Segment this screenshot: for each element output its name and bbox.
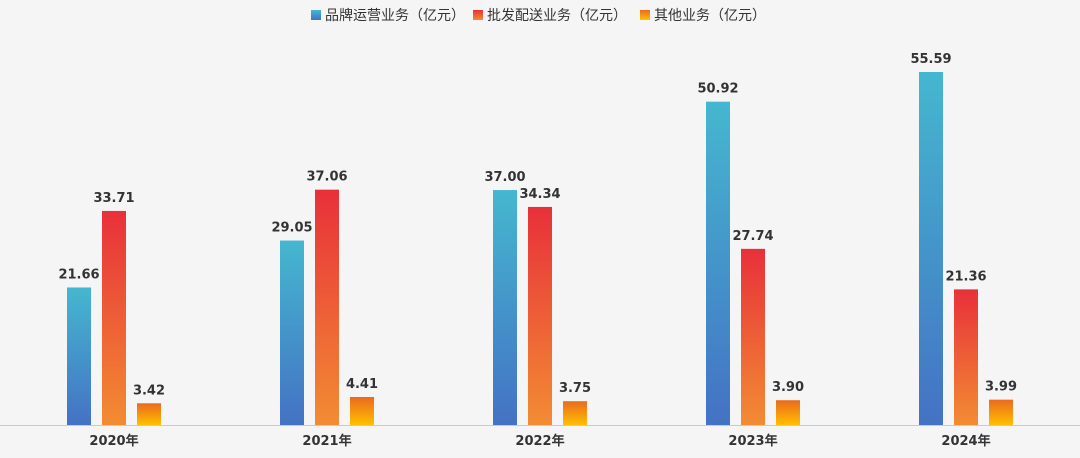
data-label-3-4: 3.90 — [772, 380, 804, 395]
data-label-1-2: 29.05 — [271, 221, 312, 236]
data-label-2-5: 21.36 — [945, 269, 986, 284]
bar-1-5 — [919, 72, 943, 425]
data-label-1-3: 37.00 — [484, 170, 525, 185]
data-label-3-2: 4.41 — [346, 377, 378, 392]
x-axis-tick-labels: 2020年 2021年 2022年 2023年 2024年 — [89, 433, 990, 449]
bar-2-2 — [315, 189, 339, 425]
bar-3-3 — [563, 401, 587, 425]
legend-label-2: 批发配送业务（亿元） — [487, 8, 627, 24]
data-label-3-5: 3.99 — [985, 380, 1017, 395]
x-tick-label-5: 2024年 — [941, 433, 990, 449]
x-tick-label-2: 2021年 — [302, 433, 351, 449]
data-labels: 21.66 33.71 3.42 29.05 37.06 4.41 37.00 34.34 3.… — [58, 52, 1017, 398]
data-label-1-4: 50.92 — [697, 82, 738, 97]
legend-swatch-3 — [640, 10, 650, 20]
bar-1-3 — [493, 190, 517, 425]
legend-swatch-2 — [473, 10, 483, 20]
bar-2-4 — [741, 248, 765, 425]
bar-2-3 — [528, 206, 552, 425]
data-label-1-1: 21.66 — [58, 267, 99, 282]
data-label-3-1: 3.42 — [133, 383, 165, 398]
x-tick-label-4: 2023年 — [728, 433, 777, 449]
legend-label-1: 品牌运营业务（亿元） — [325, 7, 465, 24]
legend: 品牌运营业务（亿元） 批发配送业务（亿元） 其他业务（亿元） — [311, 7, 766, 24]
data-label-2-2: 37.06 — [306, 170, 347, 185]
bar-3-1 — [137, 403, 161, 425]
legend-label-3: 其他业务（亿元） — [654, 8, 766, 24]
data-label-2-4: 27.74 — [732, 229, 773, 244]
bar-1-2 — [280, 240, 304, 425]
bar-1-4 — [706, 101, 730, 426]
bars — [67, 72, 1013, 426]
bar-3-4 — [776, 400, 800, 425]
bar-2-5 — [954, 289, 978, 425]
legend-swatch-1 — [311, 10, 321, 20]
x-tick-label-1: 2020年 — [89, 433, 138, 449]
bar-2-1 — [102, 210, 126, 425]
x-tick-label-3: 2022年 — [515, 433, 564, 449]
bar-1-1 — [67, 287, 91, 425]
data-label-2-3: 34.34 — [519, 187, 560, 202]
data-label-1-5: 55.59 — [910, 52, 951, 67]
bar-3-2 — [350, 396, 374, 425]
data-label-2-1: 33.71 — [93, 191, 134, 206]
data-label-3-3: 3.75 — [559, 381, 591, 396]
bar-3-5 — [989, 399, 1013, 425]
